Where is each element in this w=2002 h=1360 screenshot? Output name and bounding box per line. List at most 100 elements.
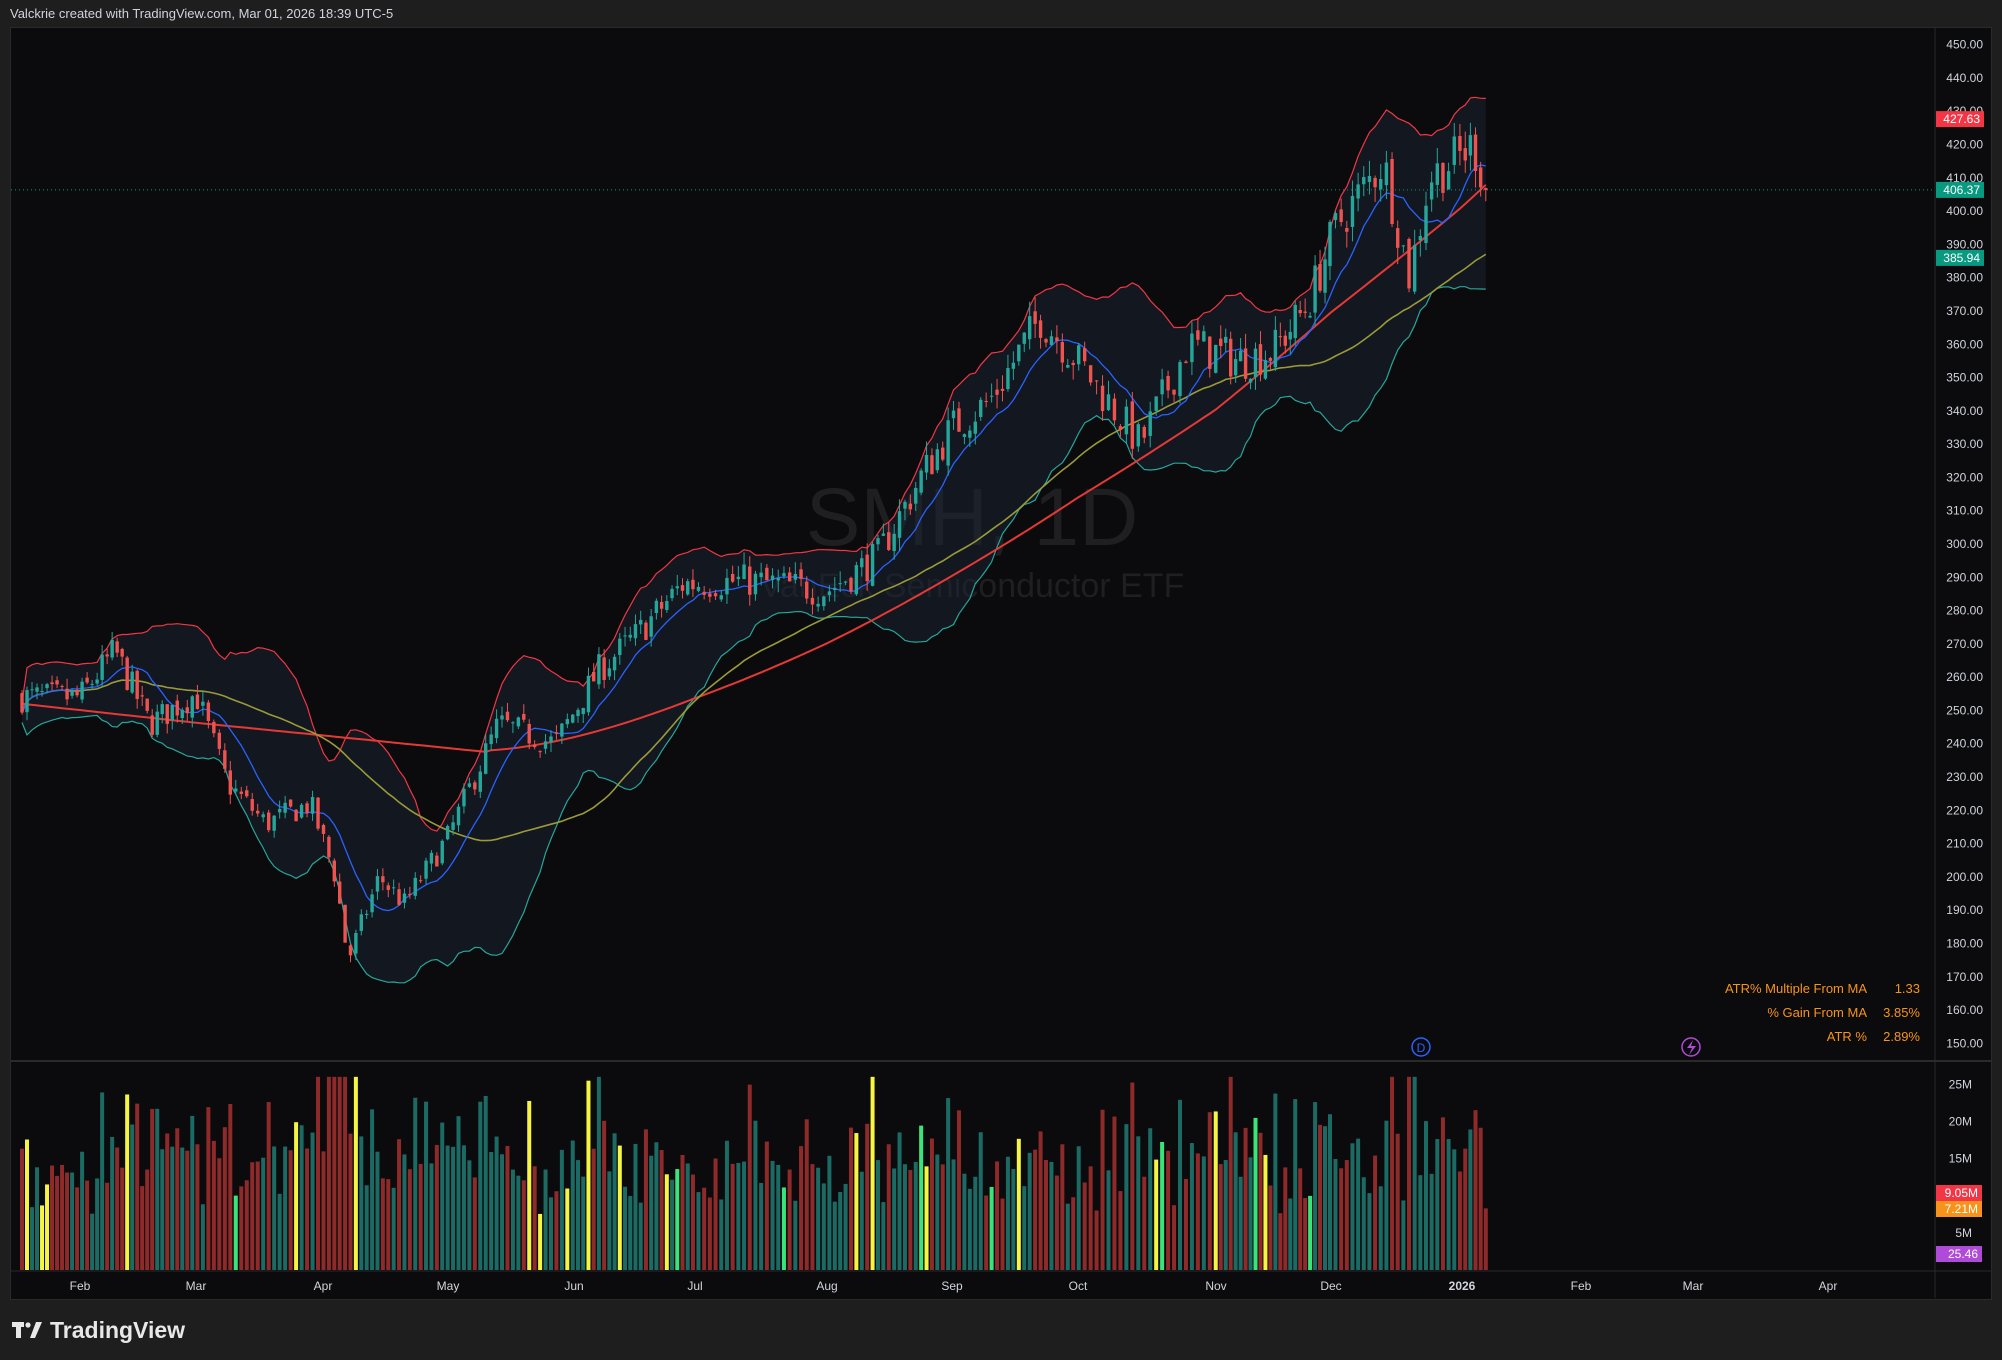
candle-body (1424, 205, 1428, 243)
volume-bar (100, 1092, 105, 1270)
volume-tag-1-bg (1936, 1185, 1982, 1201)
candle-body (1130, 401, 1135, 449)
candle-body (1071, 362, 1075, 366)
candle-body (607, 668, 612, 677)
candle-body (730, 573, 735, 582)
time-axis-label: Mar (1683, 1279, 1704, 1293)
candle-body (973, 421, 977, 434)
volume-bar (843, 1183, 848, 1270)
volume-bar (902, 1164, 907, 1270)
volume-bar (793, 1200, 798, 1270)
volume-bar (25, 1139, 30, 1270)
volume-bar (1218, 1164, 1223, 1270)
price-axis-label: 210.00 (1946, 837, 1983, 851)
candle-body (770, 575, 775, 581)
candle-body (359, 914, 363, 931)
volume-bar (505, 1145, 510, 1270)
volume-bar (989, 1186, 994, 1270)
volume-bar (35, 1167, 40, 1270)
volume-bar (570, 1140, 575, 1270)
volume-bar (418, 1163, 423, 1270)
volume-bar (233, 1195, 238, 1270)
candle-body (1356, 184, 1360, 199)
candle-body (849, 577, 853, 592)
candle-body (1214, 344, 1218, 373)
volume-bar (1223, 1160, 1228, 1270)
candle-body (639, 619, 643, 625)
candle-body (957, 408, 961, 432)
upper-band-line (21, 96, 1486, 832)
volume-bar (65, 1172, 70, 1270)
tradingview-logo[interactable]: TradingView (12, 1315, 185, 1345)
volume-axis-label: 15M (1949, 1152, 1972, 1166)
candle-body (1184, 361, 1188, 363)
dividend-marker-label: D (1417, 1041, 1426, 1055)
volume-bar (120, 1167, 125, 1270)
volume-bar (1356, 1138, 1361, 1270)
price-axis-label: 220.00 (1946, 803, 1983, 817)
candle-body (1435, 163, 1439, 185)
candle-body (408, 893, 412, 895)
volume-bar (759, 1182, 764, 1270)
volume-bar (424, 1101, 429, 1270)
candle-body (1011, 362, 1016, 369)
candle-body (1106, 394, 1111, 411)
volume-bar (1401, 1200, 1406, 1270)
volume-bar (854, 1133, 859, 1270)
price-axis-label: 410.00 (1946, 171, 1983, 185)
candle-body (571, 714, 575, 723)
candle-body (1323, 259, 1327, 293)
candle-body (1429, 182, 1434, 200)
volume-bar (1373, 1155, 1378, 1270)
candle-body (381, 876, 385, 883)
time-axis-label: Apr (314, 1279, 333, 1293)
stat-label: ATR % (1827, 1029, 1868, 1044)
volume-bar (1060, 1144, 1065, 1270)
candle-body (55, 680, 59, 685)
candle-body (1379, 179, 1383, 190)
volume-axis-label: 20M (1949, 1114, 1972, 1128)
candle-body (1401, 245, 1406, 247)
candle-body (212, 721, 216, 734)
volume-bar (859, 1171, 864, 1270)
candle-body (272, 815, 276, 831)
volume-bar (1243, 1127, 1248, 1270)
stat-value: 3.85% (1883, 1005, 1920, 1020)
volume-axis-label: 5M (1955, 1226, 1972, 1240)
candle-body (206, 702, 211, 721)
price-axis-label: 260.00 (1946, 670, 1983, 684)
volume-bar (951, 1159, 956, 1270)
candle-body (110, 639, 114, 658)
volume-bar (429, 1163, 434, 1270)
volume-bar (125, 1094, 130, 1270)
candle-body (391, 887, 396, 889)
candle-body (1022, 332, 1026, 344)
candle-body (1478, 167, 1483, 188)
candle-body (805, 581, 809, 599)
candle-body (1473, 134, 1478, 172)
volume-bar (730, 1163, 735, 1270)
volume-bar (40, 1205, 45, 1270)
volume-bar (1148, 1128, 1153, 1270)
candle-body (1328, 221, 1332, 267)
volume-bar (110, 1136, 115, 1270)
price-axis-label: 280.00 (1946, 604, 1983, 618)
volume-bar (1160, 1141, 1165, 1270)
volume-bar (781, 1187, 786, 1270)
price-chart[interactable]: SMH, 1DVanEck Semiconductor ETF450.00440… (0, 0, 2002, 1300)
candle-body (1350, 195, 1355, 227)
candle-body (659, 601, 664, 609)
candle-body (1178, 362, 1182, 397)
candle-body (816, 603, 820, 607)
candle-body (713, 593, 718, 597)
candle-body (1418, 236, 1423, 241)
volume-bar (1183, 1178, 1188, 1270)
candle-body (1118, 426, 1123, 430)
stat-label: ATR% Multiple From MA (1725, 981, 1867, 996)
candle-body (1248, 378, 1253, 383)
candle-body (691, 579, 695, 590)
time-axis-label: Jun (564, 1279, 583, 1293)
candle-body (1172, 389, 1176, 395)
candle-body (1463, 148, 1467, 161)
volume-bar (1378, 1186, 1383, 1270)
